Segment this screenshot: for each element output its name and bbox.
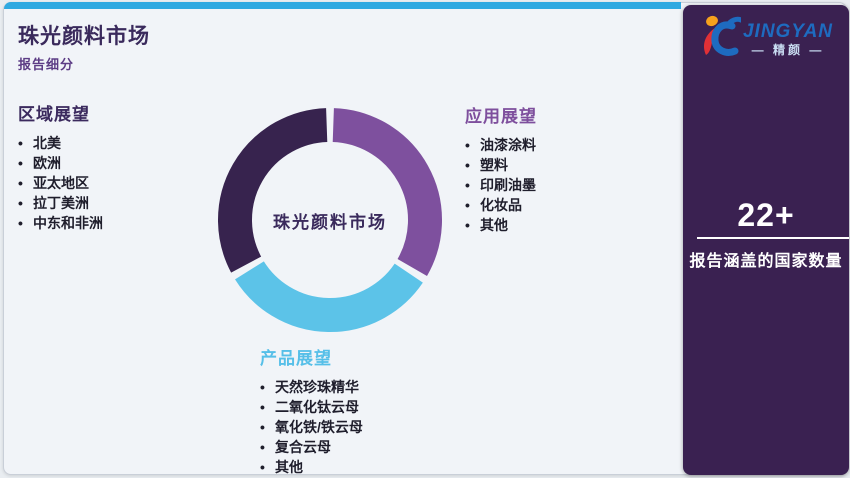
donut-chart: 珠光颜料市场 [216,106,444,334]
list-item: 中东和非洲 [18,213,103,233]
stat-divider [697,237,849,239]
donut-chart-svg [218,108,442,332]
donut-segment-3 [218,108,328,273]
sidebar: JINGYAN — 精颜 — 22+ 报告涵盖的国家数量 [683,5,849,475]
donut-segment-1 [332,108,442,276]
list-item: 欧洲 [18,153,103,173]
list-item: 北美 [18,133,103,153]
donut-segment-2 [235,260,423,332]
countries-stat: 22+ 报告涵盖的国家数量 [683,197,849,271]
list-item: 复合云母 [260,437,363,457]
list-item: 二氧化钛云母 [260,397,363,417]
logo-text: JINGYAN — 精颜 — [743,21,833,57]
stat-label: 报告涵盖的国家数量 [689,253,843,270]
region-outlook-heading: 区域展望 [18,105,90,124]
page-title: 珠光颜料市场 [18,25,150,48]
product-outlook-heading: 产品展望 [260,349,332,368]
application-outlook-list: 应用展望 油漆涂料 塑料 印刷油墨 化妆品 其他 [465,102,537,235]
list-item: 印刷油墨 [465,175,537,195]
list-item: 其他 [465,215,537,235]
product-outlook-list: 产品展望 天然珍珠精华 二氧化钛云母 氧化铁/铁云母 复合云母 其他 [260,344,363,477]
list-item: 油漆涂料 [465,135,537,155]
list-item: 亚太地区 [18,173,103,193]
logo-brand-chinese: — 精颜 — [751,42,825,57]
logo-figure-icon [699,13,744,64]
list-item: 氧化铁/铁云母 [260,417,363,437]
region-outlook-list: 区域展望 北美 欧洲 亚太地区 拉丁美洲 中东和非洲 [18,100,103,233]
donut-center-label: 珠光颜料市场 [273,212,387,232]
list-item: 拉丁美洲 [18,193,103,213]
list-item: 化妆品 [465,195,537,215]
list-item: 天然珍珠精华 [260,377,363,397]
stat-value: 22+ [737,197,795,233]
page-subtitle: 报告细分 [18,57,75,72]
application-outlook-heading: 应用展望 [465,107,537,126]
logo-brand-name: JINGYAN [742,20,834,42]
list-item: 其他 [260,457,363,477]
top-accent-bar [4,2,681,9]
company-logo: JINGYAN — 精颜 — [683,13,849,64]
list-item: 塑料 [465,155,537,175]
